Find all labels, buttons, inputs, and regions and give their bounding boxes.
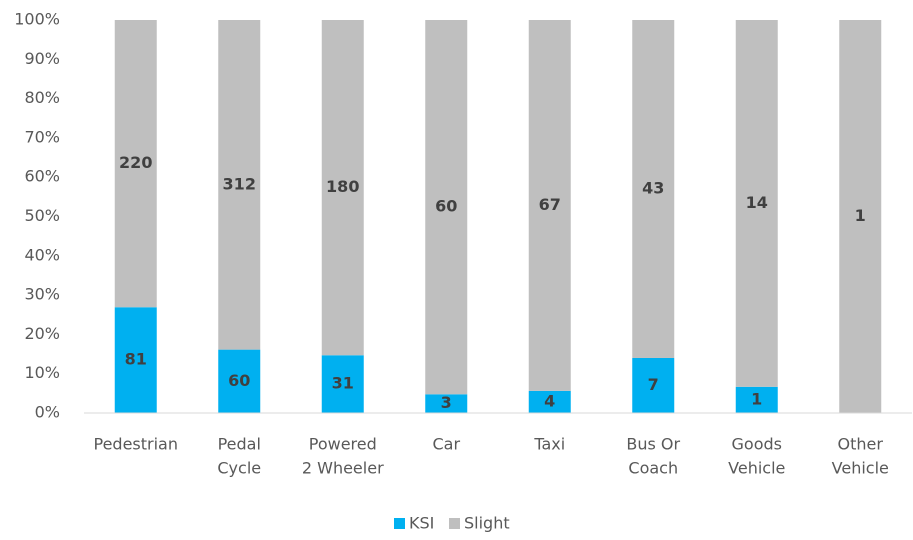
data-label: 60	[228, 371, 250, 390]
y-tick-label: 10%	[24, 363, 60, 382]
x-tick-label: Pedestrian	[94, 435, 179, 454]
bar-segment	[735, 20, 778, 387]
x-tick-label: Other	[838, 435, 884, 454]
legend-label: Slight	[464, 514, 510, 533]
legend-swatch	[449, 518, 460, 529]
bar-segment	[632, 357, 675, 413]
x-tick-label: Cycle	[217, 459, 261, 478]
data-label: 220	[119, 153, 152, 172]
bar-segment	[528, 20, 571, 391]
y-tick-label: 90%	[24, 49, 60, 68]
x-tick-label: Coach	[628, 459, 678, 478]
x-tick-label: Powered	[309, 435, 377, 454]
bar-segment	[114, 20, 157, 308]
bar-segment	[218, 349, 261, 413]
data-label: 180	[326, 177, 359, 196]
x-tick-label: Vehicle	[728, 459, 785, 478]
y-tick-label: 100%	[14, 10, 60, 29]
data-label: 3	[441, 393, 452, 412]
legend-label: KSI	[409, 514, 434, 533]
x-tick-label: 2 Wheeler	[302, 459, 384, 478]
data-label: 60	[435, 197, 457, 216]
y-tick-label: 80%	[24, 88, 60, 107]
data-label: 31	[332, 374, 354, 393]
data-label: 312	[223, 174, 256, 193]
data-label: 67	[539, 195, 561, 214]
data-label: 43	[642, 178, 664, 197]
x-tick-label: Goods	[732, 435, 782, 454]
bar-segment	[425, 20, 468, 395]
y-tick-label: 30%	[24, 285, 60, 304]
bar-segment	[114, 307, 157, 413]
y-tick-label: 40%	[24, 245, 60, 264]
data-label: 14	[746, 193, 768, 212]
bar-segment	[528, 390, 571, 413]
bar-segment	[321, 20, 364, 356]
bar-segment	[632, 20, 675, 358]
x-tick-label: Bus Or	[626, 435, 680, 454]
x-tick-label: Car	[432, 435, 460, 454]
data-label: 81	[125, 350, 147, 369]
x-tick-label: Vehicle	[832, 459, 889, 478]
x-tick-label: Taxi	[533, 435, 565, 454]
bar-segment	[735, 386, 778, 413]
bar-segment	[218, 20, 261, 350]
data-label: 7	[648, 375, 659, 394]
y-tick-label: 20%	[24, 324, 60, 343]
x-tick-label: Pedal	[218, 435, 261, 454]
y-tick-label: 70%	[24, 127, 60, 146]
data-label: 1	[855, 206, 866, 225]
bar-segment	[839, 20, 882, 413]
y-tick-label: 50%	[24, 206, 60, 225]
legend-swatch	[394, 518, 405, 529]
y-tick-label: 60%	[24, 167, 60, 186]
data-label: 1	[751, 389, 762, 408]
bar-segment	[321, 355, 364, 413]
bar-segment	[425, 394, 468, 413]
y-tick-label: 0%	[35, 403, 60, 422]
data-label: 4	[544, 391, 555, 410]
